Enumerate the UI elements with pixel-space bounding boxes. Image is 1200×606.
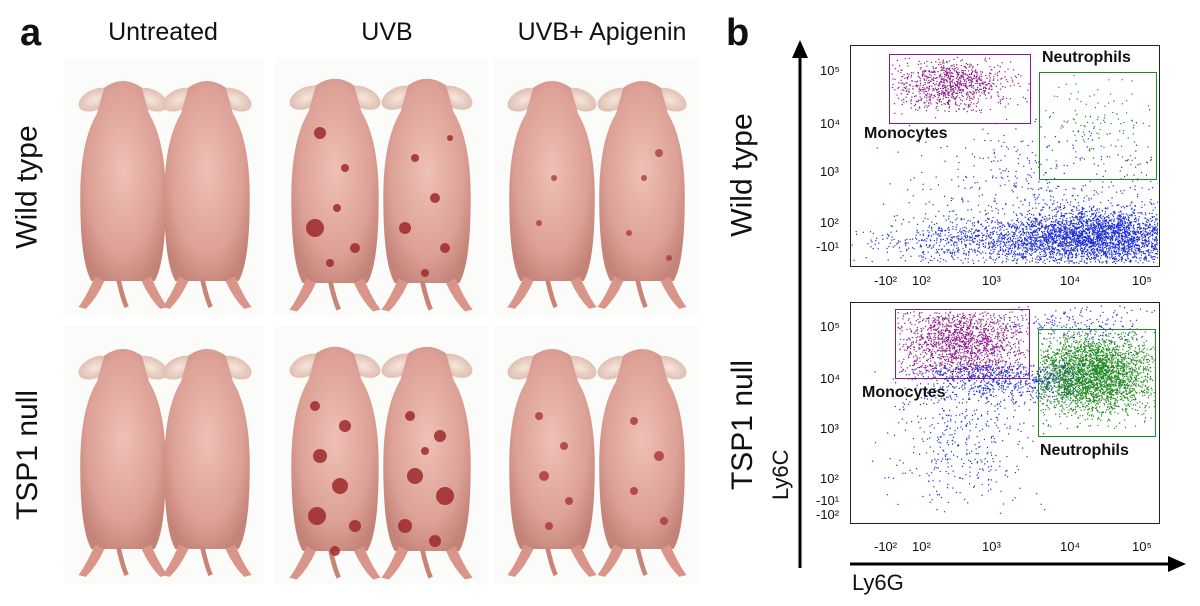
- mouse-pair-treated-image: [494, 58, 700, 315]
- mouse-pair-treated-image: [494, 326, 700, 584]
- photo-tsp1-null-untreated: [65, 326, 263, 584]
- gate-monocytes-wild-type: [889, 54, 1031, 124]
- x-tick-top: 10⁵: [1132, 273, 1152, 288]
- y-tick-bottom: 10³: [820, 421, 839, 436]
- photo-tsp1-null-uvb-apigenin: [494, 326, 700, 584]
- mouse-pair-image: [65, 326, 263, 584]
- x-tick-bottom: 10⁴: [1060, 539, 1081, 554]
- photo-wild-type-uvb: [275, 58, 488, 315]
- y-tick-top: -10¹: [816, 239, 840, 254]
- y-axis-arrowhead: [792, 40, 808, 58]
- y-tick-bottom: 10²: [820, 471, 839, 486]
- flow-scatter-wild-type: [851, 56, 1160, 265]
- mouse-pair-image: [65, 58, 263, 315]
- gate-label-monocytes-bottom: Monocytes: [862, 384, 946, 401]
- y-tick-top: 10⁵: [820, 63, 840, 78]
- flow-row-label-tsp1-null: TSP1 null: [726, 359, 760, 491]
- flow-plot-tsp1-null: [850, 302, 1160, 524]
- y-axis-label: Ly6C: [768, 449, 793, 500]
- flow-row-label-wild-type: Wild type: [726, 113, 759, 237]
- mouse-pair-lesions-image: [275, 58, 488, 315]
- x-axis-label: Ly6G: [852, 570, 904, 595]
- x-tick-bottom: 10²: [912, 539, 931, 554]
- y-tick-bottom: 10⁴: [820, 371, 841, 386]
- x-tick-top: 10²: [912, 273, 931, 288]
- y-tick-bottom: -10¹: [816, 493, 840, 508]
- row-header-tsp1-null: TSP1 null: [11, 389, 45, 521]
- panel-b-letter: b: [726, 12, 750, 54]
- x-tick-bottom: 10³: [982, 539, 1001, 554]
- x-tick-top: -10²: [874, 273, 898, 288]
- gate-neutrophils-tsp1-null: [1038, 329, 1156, 437]
- gate-label-neutrophils-top: Neutrophils: [1042, 49, 1131, 66]
- photo-tsp1-null-uvb: [275, 326, 488, 584]
- y-tick-top: 10²: [820, 215, 839, 230]
- row-header-wrapper-wild-type: Wild type: [3, 58, 53, 315]
- row-header-wrapper-tsp1-null: TSP1 null: [3, 326, 53, 584]
- y-tick-bottom: -10²: [816, 507, 840, 522]
- y-tick-top: 10⁴: [820, 116, 841, 131]
- x-tick-top: 10³: [982, 273, 1001, 288]
- gate-monocytes-tsp1-null: [895, 309, 1030, 379]
- row-label-wrapper-wild-type: Wild type: [718, 60, 768, 290]
- x-tick-top: 10⁴: [1060, 273, 1081, 288]
- photo-wild-type-uvb-apigenin: [494, 58, 700, 315]
- row-label-wrapper-tsp1-null: TSP1 null: [718, 310, 768, 540]
- gate-label-neutrophils-bottom: Neutrophils: [1040, 442, 1129, 459]
- photo-wild-type-untreated: [65, 58, 263, 315]
- flow-scatter-tsp1-null: [872, 305, 1157, 514]
- x-tick-bottom: -10²: [874, 539, 898, 554]
- row-header-wild-type: Wild type: [11, 124, 44, 249]
- panel-a-letter: a: [20, 12, 42, 54]
- gate-neutrophils-wild-type: [1039, 72, 1157, 180]
- flow-plot-wild-type: [850, 45, 1160, 267]
- x-tick-bottom: 10⁵: [1132, 539, 1152, 554]
- y-tick-bottom: 10⁵: [820, 319, 840, 334]
- y-tick-top: 10³: [820, 164, 839, 179]
- x-axis-arrowhead: [1168, 556, 1186, 572]
- column-header-uvb-apigenin: UVB+ Apigenin: [517, 18, 687, 46]
- column-header-untreated: Untreated: [108, 18, 218, 46]
- mouse-pair-lesions-image: [275, 326, 488, 584]
- column-header-uvb: UVB: [361, 18, 413, 46]
- gate-label-monocytes-top: Monocytes: [864, 125, 948, 142]
- flow-axes: [792, 40, 1186, 572]
